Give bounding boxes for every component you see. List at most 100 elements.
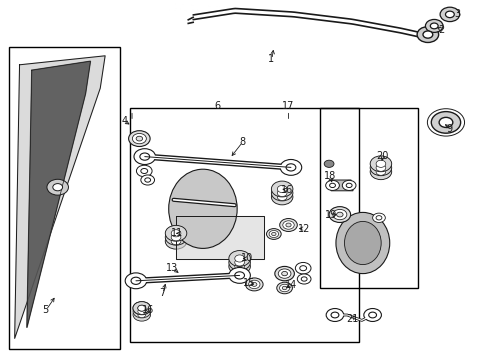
Ellipse shape: [344, 221, 381, 265]
Circle shape: [422, 31, 432, 38]
Circle shape: [375, 160, 385, 167]
Text: 3: 3: [453, 9, 459, 19]
Circle shape: [132, 134, 146, 144]
Circle shape: [266, 229, 281, 239]
Circle shape: [138, 312, 145, 318]
Text: 14: 14: [284, 280, 297, 290]
Circle shape: [125, 273, 146, 289]
Text: 11: 11: [170, 228, 183, 238]
Circle shape: [324, 160, 333, 167]
Text: 16: 16: [141, 305, 154, 315]
Circle shape: [234, 272, 244, 279]
Text: 15: 15: [243, 278, 255, 288]
Circle shape: [234, 255, 244, 262]
Circle shape: [279, 284, 289, 292]
Text: 10: 10: [240, 253, 253, 264]
Circle shape: [141, 175, 154, 185]
Circle shape: [429, 23, 437, 29]
Circle shape: [282, 221, 294, 229]
Text: 5: 5: [42, 305, 48, 315]
Text: 4: 4: [121, 116, 127, 126]
Circle shape: [375, 216, 381, 220]
Circle shape: [282, 286, 286, 290]
Circle shape: [285, 223, 290, 227]
Text: 2: 2: [437, 24, 443, 35]
Polygon shape: [328, 180, 352, 191]
Text: 1: 1: [268, 54, 274, 64]
Circle shape: [276, 282, 292, 294]
Text: 6: 6: [214, 101, 220, 111]
Text: 17: 17: [282, 101, 294, 111]
Text: 7: 7: [159, 288, 165, 298]
Circle shape: [295, 262, 310, 274]
Circle shape: [248, 280, 260, 289]
Circle shape: [425, 19, 442, 32]
Circle shape: [299, 266, 306, 271]
Circle shape: [281, 271, 287, 276]
Circle shape: [368, 312, 376, 318]
Circle shape: [279, 219, 297, 231]
Ellipse shape: [335, 212, 389, 274]
Text: 18: 18: [323, 171, 336, 181]
Circle shape: [251, 283, 256, 286]
Circle shape: [133, 305, 150, 318]
Circle shape: [416, 27, 438, 42]
Bar: [9, 47, 120, 349]
Text: 21: 21: [345, 314, 358, 324]
Text: 19: 19: [325, 210, 337, 220]
Text: 20: 20: [376, 150, 388, 161]
Circle shape: [369, 156, 391, 172]
Circle shape: [375, 168, 385, 175]
Circle shape: [346, 183, 351, 188]
Circle shape: [438, 117, 452, 127]
Circle shape: [228, 255, 250, 270]
Circle shape: [133, 302, 150, 315]
Circle shape: [234, 263, 244, 270]
Text: 8: 8: [239, 137, 244, 147]
Circle shape: [325, 309, 343, 321]
Circle shape: [165, 225, 186, 241]
Circle shape: [165, 233, 186, 249]
Circle shape: [375, 164, 385, 171]
Circle shape: [328, 207, 350, 222]
Circle shape: [271, 189, 292, 205]
Circle shape: [134, 149, 155, 165]
Circle shape: [136, 165, 152, 177]
Circle shape: [369, 160, 391, 176]
Circle shape: [228, 258, 250, 274]
Circle shape: [280, 159, 301, 175]
Circle shape: [342, 180, 355, 190]
Circle shape: [271, 181, 292, 197]
Circle shape: [131, 277, 141, 284]
Ellipse shape: [168, 169, 237, 248]
Circle shape: [274, 266, 294, 281]
Circle shape: [234, 259, 244, 266]
Circle shape: [277, 193, 286, 201]
Circle shape: [138, 309, 145, 314]
Circle shape: [171, 230, 181, 237]
Circle shape: [133, 302, 150, 315]
Text: 13: 13: [165, 263, 178, 273]
Polygon shape: [15, 56, 105, 338]
Circle shape: [138, 305, 145, 311]
Circle shape: [268, 230, 278, 238]
Circle shape: [171, 238, 181, 245]
Bar: [320, 108, 417, 288]
Circle shape: [53, 184, 62, 191]
Circle shape: [140, 153, 149, 160]
Circle shape: [277, 185, 286, 193]
Circle shape: [301, 277, 306, 281]
Circle shape: [325, 180, 339, 190]
Circle shape: [144, 178, 150, 182]
Circle shape: [138, 305, 145, 311]
Text: 12: 12: [297, 224, 310, 234]
Circle shape: [271, 233, 275, 236]
Circle shape: [136, 136, 142, 141]
Circle shape: [278, 269, 290, 278]
Circle shape: [271, 185, 292, 201]
Circle shape: [330, 312, 338, 318]
Circle shape: [171, 234, 181, 241]
Circle shape: [277, 189, 286, 197]
Circle shape: [332, 210, 346, 220]
Circle shape: [363, 309, 381, 321]
